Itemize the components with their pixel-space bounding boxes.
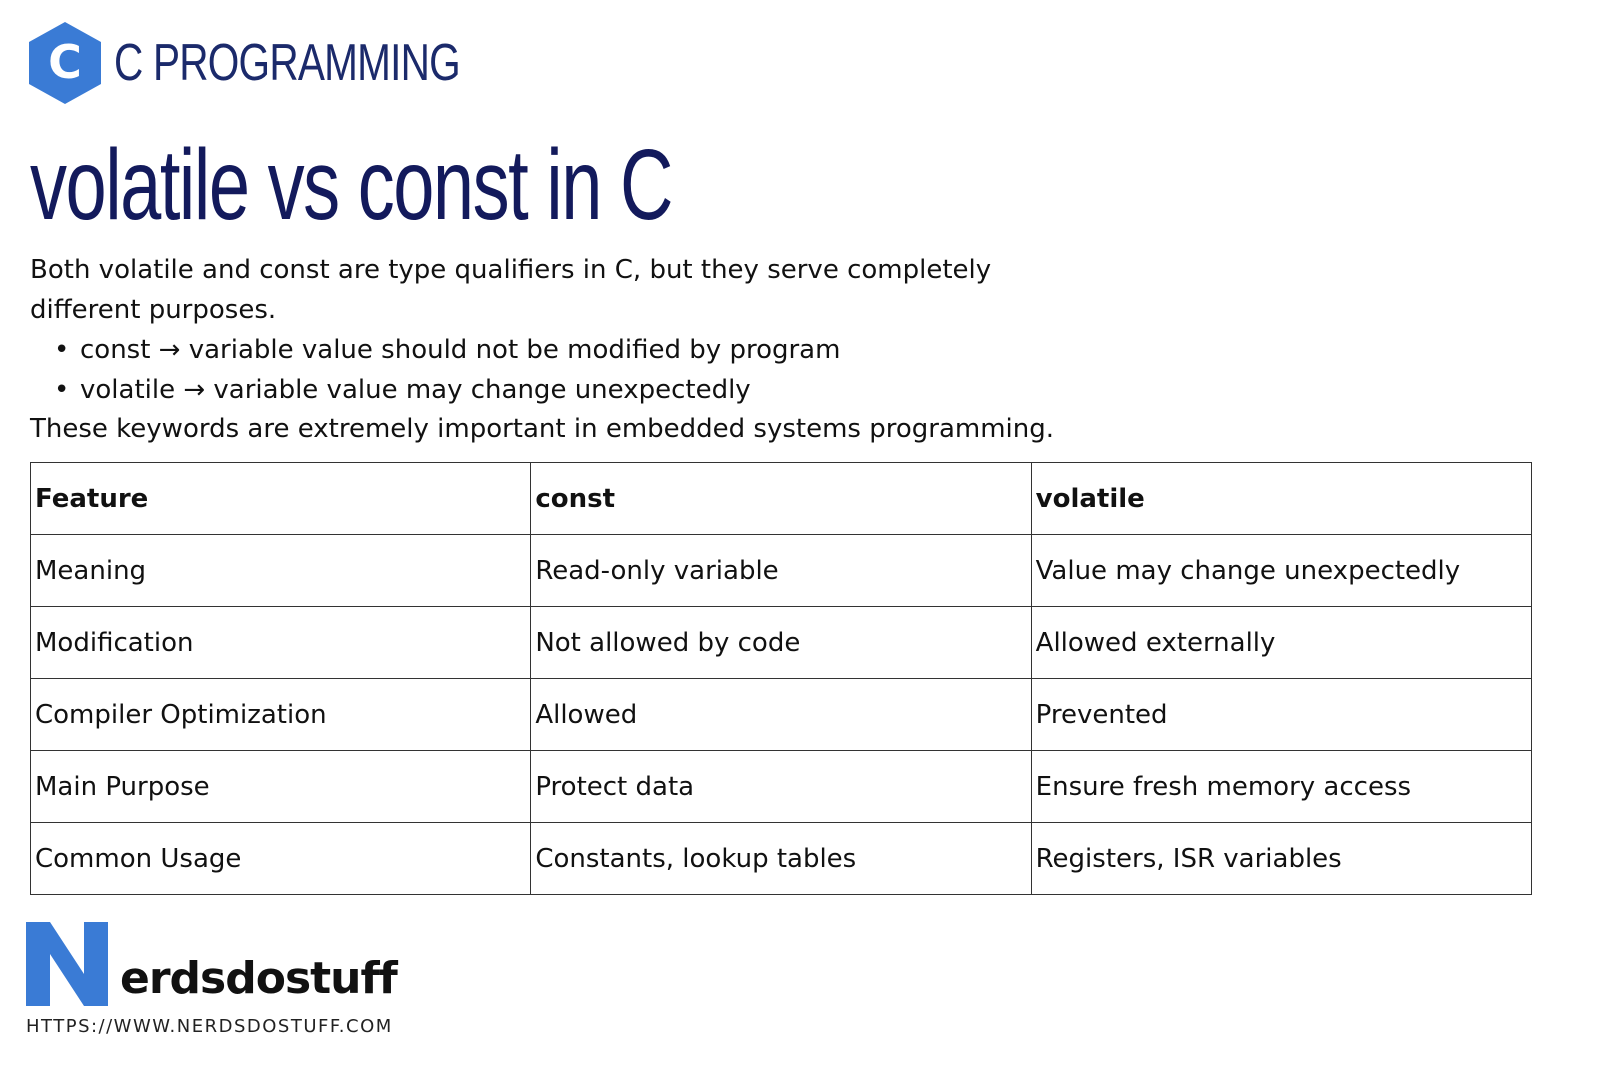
table-cell: Modification [29, 606, 532, 679]
c-hexagon-logo: C [29, 22, 101, 104]
table-cell: Registers, ISR variables [1030, 822, 1533, 895]
nerdsdostuff-logo: erdsdostuff [26, 922, 398, 1006]
table-cell: Allowed [530, 678, 1032, 751]
header-const: const [530, 462, 1032, 535]
table-row: Meaning Read-only variable Value may cha… [29, 534, 1533, 607]
table-row: Common Usage Constants, lookup tables Re… [29, 822, 1533, 895]
table-cell: Compiler Optimization [29, 678, 532, 751]
intro-paragraph: Both volatile and const are type qualifi… [30, 255, 992, 325]
header: C C PROGRAMMING [26, 20, 557, 106]
closing-paragraph: These keywords are extremely important i… [30, 414, 1055, 444]
n-logo-mark [26, 922, 108, 1006]
table-row: Main Purpose Protect data Ensure fresh m… [29, 750, 1533, 823]
table-cell: Read-only variable [530, 534, 1032, 607]
page-title: volatile vs const in C [30, 129, 673, 241]
table-cell: Constants, lookup tables [530, 822, 1032, 895]
c-logo-letter: C [48, 35, 82, 89]
table-cell: Ensure fresh memory access [1030, 750, 1533, 823]
table-header-row: Feature const volatile [29, 462, 1533, 535]
header-volatile: volatile [1030, 462, 1533, 535]
table-cell: Not allowed by code [530, 606, 1032, 679]
table-cell: Common Usage [29, 822, 532, 895]
table-row: Modification Not allowed by code Allowed… [29, 606, 1533, 679]
header-feature: Feature [29, 462, 532, 535]
bullet-list: const → variable value should not be mod… [54, 330, 840, 410]
wordmark: erdsdostuff [120, 953, 398, 1004]
brand-title: C PROGRAMMING [114, 34, 461, 92]
table-cell: Main Purpose [29, 750, 532, 823]
table-cell: Value may change unexpectedly [1030, 534, 1533, 607]
table-cell: Protect data [530, 750, 1032, 823]
table-row: Compiler Optimization Allowed Prevented [29, 678, 1533, 751]
bullet-volatile: volatile → variable value may change une… [54, 370, 840, 410]
table-cell: Meaning [29, 534, 532, 607]
bullet-const: const → variable value should not be mod… [54, 330, 840, 370]
table-cell: Allowed externally [1030, 606, 1533, 679]
comparison-table: Feature const volatile Meaning Read-only… [29, 462, 1533, 895]
table-cell: Prevented [1030, 678, 1533, 751]
website-url: HTTPS://WWW.NERDSDOSTUFF.COM [26, 1016, 393, 1037]
